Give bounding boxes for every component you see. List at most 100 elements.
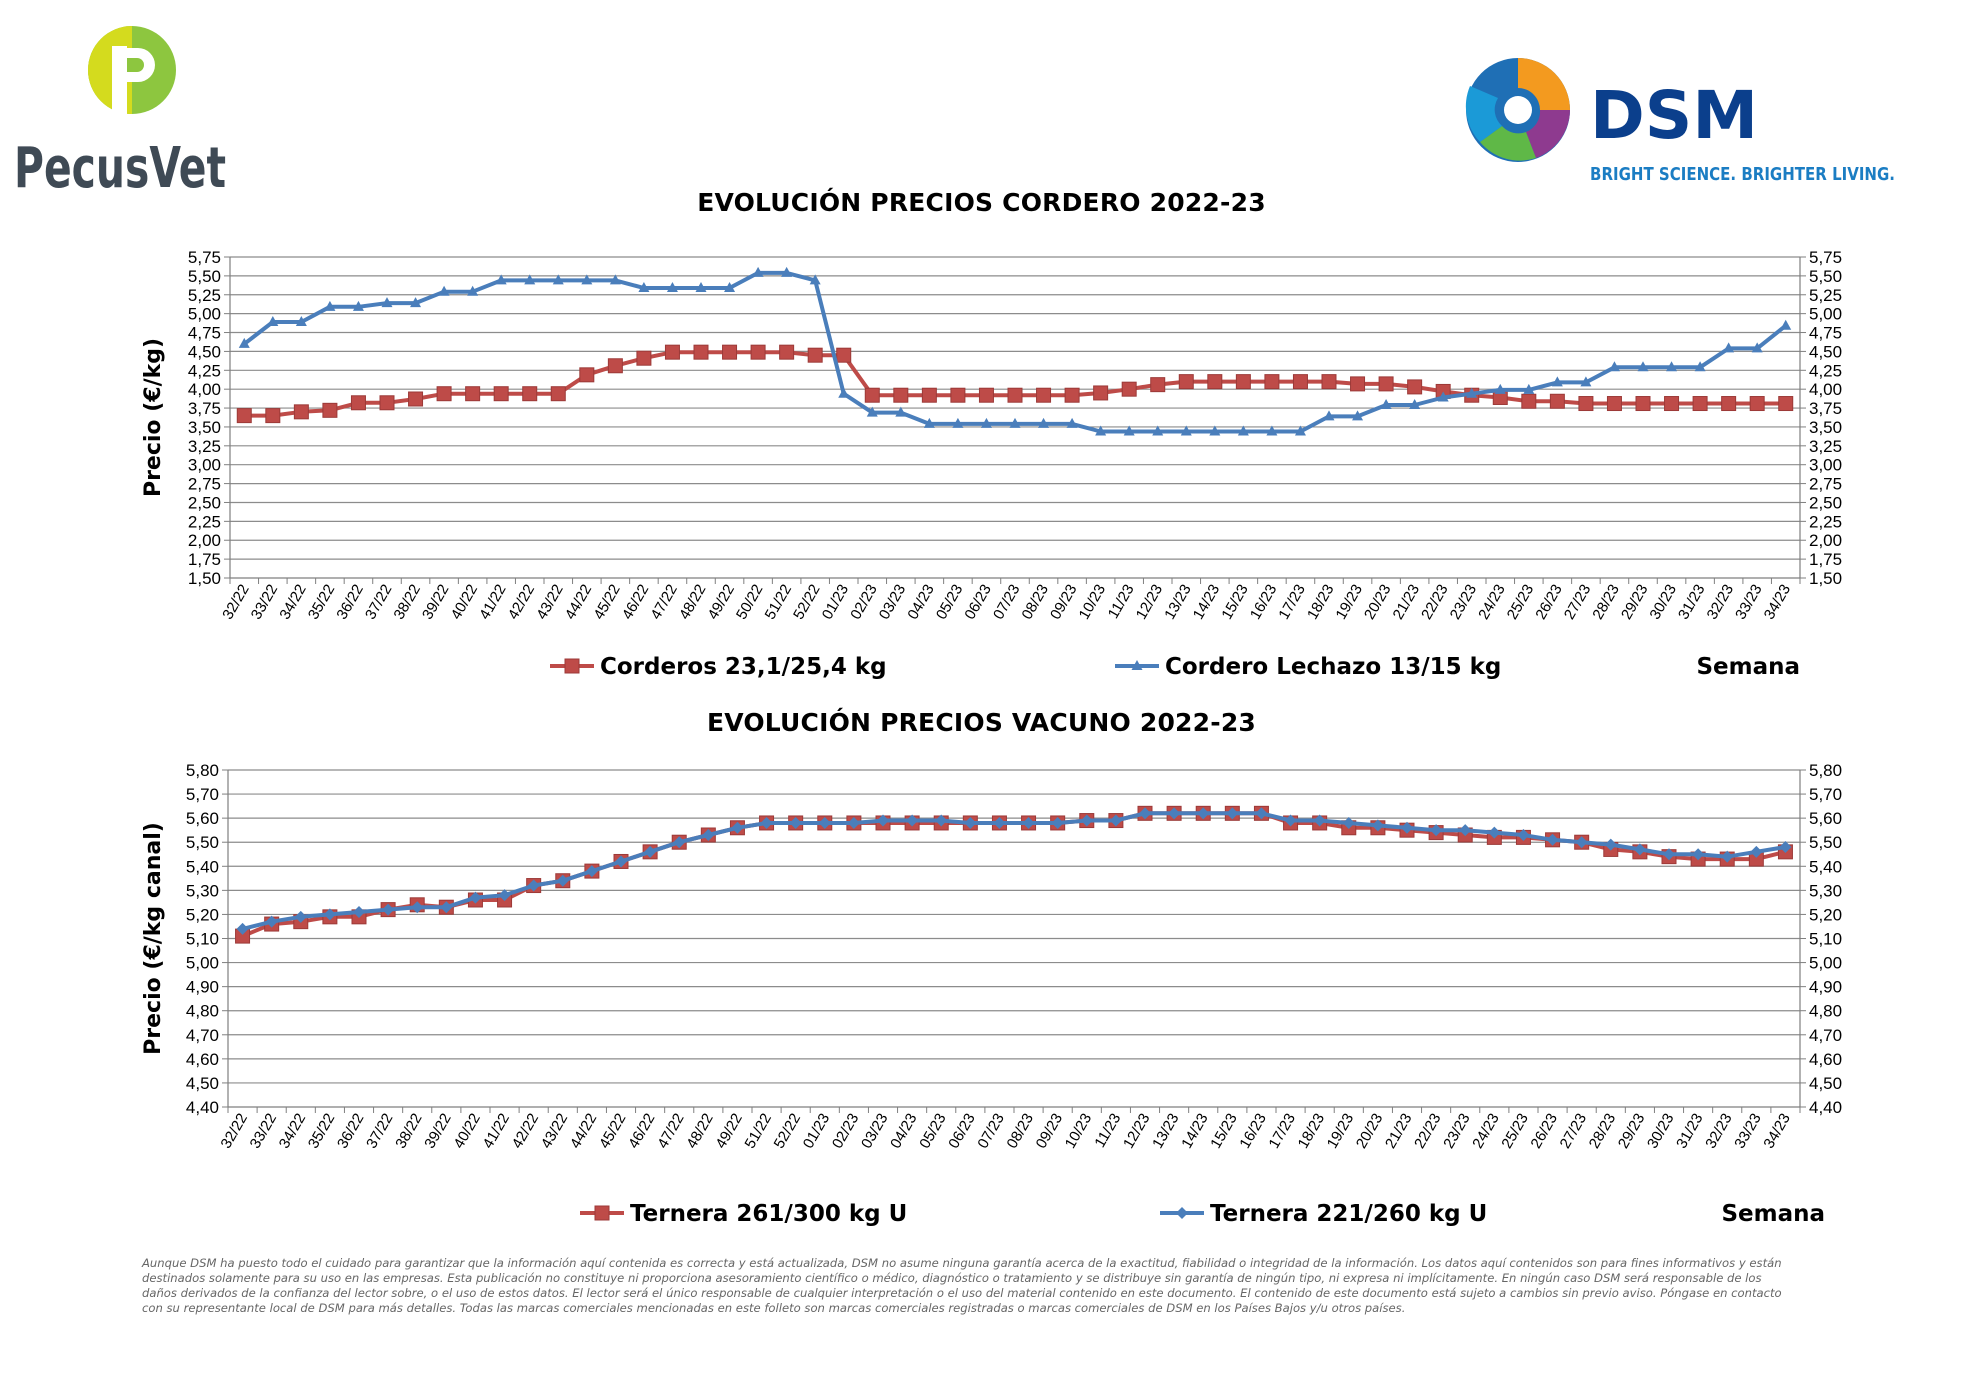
series-1-point-28 [1036, 387, 1052, 403]
x-tick-label: 12/23 [1133, 582, 1166, 623]
series-1-point-5 [379, 395, 395, 411]
series-2-point-44 [1494, 383, 1506, 394]
series-2-point-37 [1313, 814, 1326, 827]
x-tick-label: 16/23 [1247, 582, 1280, 623]
x-tick-label: 16/23 [1236, 1111, 1269, 1152]
series-2-point-20 [818, 816, 831, 829]
y-tick-label: 4,80 [186, 1002, 219, 1021]
series-1-point-13 [607, 358, 623, 374]
series-1-point-47 [1578, 396, 1594, 412]
series-2-point-47 [1580, 376, 1592, 387]
series-2-point-43 [1466, 387, 1478, 398]
series-1-point-7 [436, 386, 452, 402]
x-tick-label: 47/22 [647, 582, 680, 623]
series-1-point-24 [921, 387, 937, 403]
series-2-point-5 [381, 297, 393, 308]
series-1-point-26 [978, 387, 994, 403]
series-1-group [236, 344, 1794, 424]
series-1-point-16 [693, 344, 709, 360]
x-tick-label: 48/22 [683, 1111, 716, 1152]
series-1-point-23 [893, 387, 909, 403]
series-2-point-3 [323, 908, 336, 921]
legend-label: Cordero Lechazo 13/15 kg [1165, 654, 1501, 680]
series-2-point-19 [781, 266, 793, 277]
x-tick-label: 31/23 [1675, 582, 1708, 623]
y-tick-label: 5,75 [188, 248, 221, 267]
y-tick-label: 4,90 [186, 978, 219, 997]
x-tick-label: 08/23 [1004, 1111, 1037, 1152]
y-tick-label: 4,60 [186, 1050, 219, 1069]
x-tick-label: 52/22 [771, 1111, 804, 1152]
chart-title-vacuno: EVOLUCIÓN PRECIOS VACUNO 2022-23 [706, 708, 1257, 737]
y-tick-label: 5,80 [186, 761, 219, 780]
y-tick-label: 4,50 [188, 342, 221, 361]
series-1-point-45 [1521, 393, 1537, 409]
y-tick-label: 5,25 [188, 286, 221, 305]
x-tick-label: 27/23 [1557, 1111, 1590, 1152]
series-2-point-39 [1352, 410, 1364, 421]
series-2-point-27 [1009, 417, 1021, 428]
dsm-logo: DSM BRIGHT SCIENCE. BRIGHTER LIVING. [1440, 50, 1900, 200]
x-tick-label: 29/23 [1615, 1111, 1648, 1152]
y2-tick-label: 3,25 [1809, 437, 1842, 456]
x-tick-label: 42/22 [505, 582, 538, 623]
x-tick-label: 32/22 [219, 582, 252, 623]
series-1-point-21 [836, 347, 852, 363]
x-tick-label: 32/22 [218, 1111, 251, 1152]
x-tick-label: 33/22 [247, 1111, 280, 1152]
x-tick-label: 49/22 [705, 582, 738, 623]
x-tick-label: 05/23 [933, 582, 966, 623]
series-1-point-50 [1664, 396, 1680, 412]
x-tick-label: 30/23 [1644, 1111, 1677, 1152]
series-2-point-35 [1255, 807, 1268, 820]
series-2-point-44 [1517, 828, 1530, 841]
series-2-point-13 [609, 274, 621, 285]
series-2-point-26 [993, 816, 1006, 829]
y2-tick-label: 1,75 [1809, 550, 1842, 569]
x-tick-label: 17/23 [1266, 1111, 1299, 1152]
y-tick-label: 5,00 [186, 954, 219, 973]
x-tick-label: 12/23 [1120, 1111, 1153, 1152]
series-2-point-45 [1523, 383, 1535, 394]
y2-tick-label: 2,50 [1809, 493, 1842, 512]
x-tick-label: 03/23 [876, 582, 909, 623]
series-2-point-4 [353, 906, 365, 919]
series-2-line [242, 811, 1786, 931]
x-tick-label: 32/23 [1702, 1111, 1735, 1152]
y-tick-label: 3,75 [188, 399, 221, 418]
x-tick-label: 49/22 [712, 1111, 745, 1152]
svg-text:BRIGHT SCIENCE. BRIGHTER LIVIN: BRIGHT SCIENCE. BRIGHTER LIVING. [1590, 165, 1895, 185]
y2-tick-label: 3,50 [1809, 418, 1842, 437]
y-tick-label: 4,25 [188, 361, 221, 380]
y-tick-label: 5,10 [186, 930, 219, 949]
series-2-point-40 [1401, 821, 1413, 834]
series-2-point-17 [724, 281, 736, 292]
series-2-point-20 [809, 274, 821, 285]
series-2-point-51 [1721, 850, 1734, 863]
x-tick-label: 05/23 [916, 1111, 949, 1152]
y2-tick-label: 4,70 [1809, 1026, 1842, 1045]
x-tick-label: 37/22 [363, 1111, 396, 1152]
svg-text:DSM: DSM [1590, 77, 1758, 154]
series-2-point-50 [1666, 361, 1678, 372]
x-tick-label: 20/23 [1353, 1111, 1386, 1152]
series-2-point-54 [1780, 319, 1792, 330]
series-2-point-53 [1779, 841, 1792, 854]
series-2-point-14 [644, 845, 657, 858]
x-tick-label: 51/22 [742, 1111, 775, 1152]
series-2-point-29 [1080, 814, 1093, 827]
x-tick-label: 38/22 [391, 582, 424, 623]
series-1-point-4 [350, 395, 366, 411]
x-tick-label: 24/23 [1475, 582, 1508, 623]
x-tick-label: 04/23 [887, 1111, 920, 1152]
series-1-point-0 [236, 408, 252, 424]
series-2-point-22 [877, 814, 889, 827]
series-1-point-30 [1093, 385, 1109, 401]
y2-tick-label: 5,30 [1809, 881, 1842, 900]
y2-tick-label: 5,00 [1809, 305, 1842, 324]
x-tick-label: 32/23 [1704, 582, 1737, 623]
x-tick-label: 30/23 [1647, 582, 1680, 623]
x-tick-label: 43/22 [538, 1111, 571, 1152]
series-2-point-25 [952, 417, 964, 428]
x-tick-label: 10/23 [1076, 582, 1109, 623]
